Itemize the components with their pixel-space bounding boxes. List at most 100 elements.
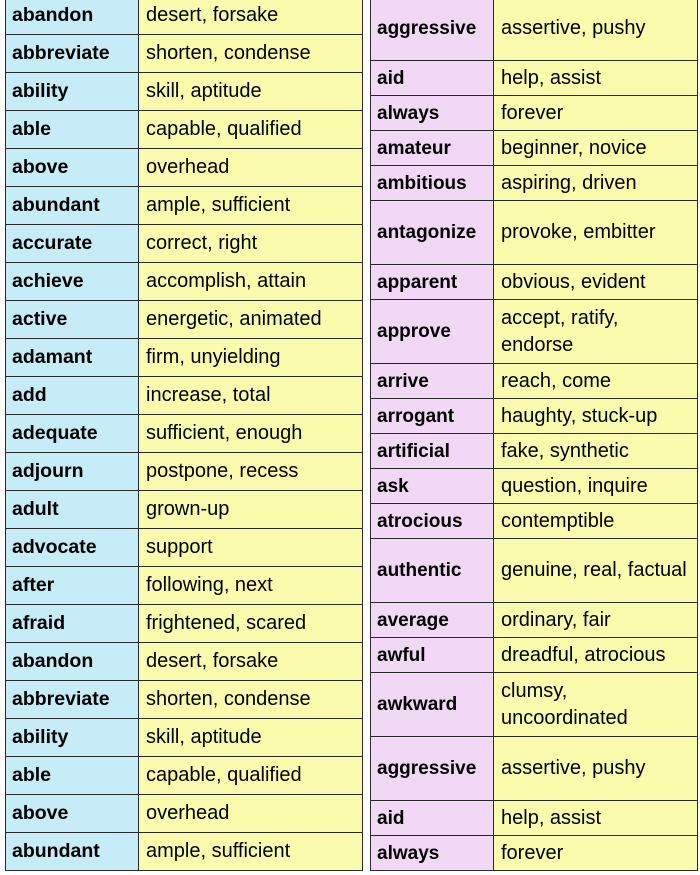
word-cell: arrive	[370, 363, 494, 399]
synonym-cell: ample, sufficient	[138, 186, 363, 225]
table-row: add increase, total	[5, 376, 363, 415]
word-cell: abundant	[5, 186, 139, 225]
table-row: awkward clumsy, uncoordinated	[370, 672, 698, 737]
table-row: above overhead	[5, 148, 363, 187]
synonym-cell: support	[138, 528, 363, 567]
synonym-cell: shorten, condense	[138, 34, 363, 73]
word-cell: abundant	[5, 832, 139, 871]
table-row: aid help, assist	[370, 60, 698, 96]
word-cell: always	[370, 835, 494, 871]
table-row: above overhead	[5, 794, 363, 833]
synonym-cell: overhead	[138, 148, 363, 187]
table-row: ability skill, aptitude	[5, 718, 363, 757]
table-row: ambitious aspiring, driven	[370, 165, 698, 201]
word-cell: average	[370, 602, 494, 638]
table-row: antagonize provoke, embitter	[370, 200, 698, 265]
table-row: atrocious contemptible	[370, 503, 698, 539]
synonym-cell: help, assist	[493, 60, 698, 96]
synonym-cell: forever	[493, 835, 698, 871]
table-row: afraid frightened, scared	[5, 604, 363, 643]
word-cell: always	[370, 95, 494, 131]
word-cell: aggressive	[370, 0, 494, 61]
word-cell: add	[5, 376, 139, 415]
word-cell: abandon	[5, 642, 139, 681]
synonym-cell: obvious, evident	[493, 264, 698, 300]
synonym-cell: skill, aptitude	[138, 72, 363, 111]
word-cell: abbreviate	[5, 34, 139, 73]
table-row: able capable, qualified	[5, 110, 363, 149]
synonym-cell: capable, qualified	[138, 110, 363, 149]
word-cell: abbreviate	[5, 680, 139, 719]
word-cell: aid	[370, 60, 494, 96]
table-row: achieve accomplish, attain	[5, 262, 363, 301]
synonym-cell: shorten, condense	[138, 680, 363, 719]
synonym-cell: firm, unyielding	[138, 338, 363, 377]
table-row: arrive reach, come	[370, 363, 698, 399]
synonym-cell: provoke, embitter	[493, 200, 698, 265]
right-synonym-table: aggressive assertive, pushy aid help, assi…	[370, 0, 698, 871]
synonym-cell: question, inquire	[493, 468, 698, 504]
word-cell: antagonize	[370, 200, 494, 265]
word-cell: abandon	[5, 0, 139, 35]
word-cell: approve	[370, 299, 494, 364]
table-row: adjourn postpone, recess	[5, 452, 363, 491]
synonym-cell: ordinary, fair	[493, 602, 698, 638]
table-row: always forever	[370, 95, 698, 131]
table-row: amateur beginner, novice	[370, 130, 698, 166]
synonym-cell: clumsy, uncoordinated	[493, 672, 698, 737]
table-row: able capable, qualified	[5, 756, 363, 795]
word-cell: afraid	[5, 604, 139, 643]
synonym-cell: contemptible	[493, 503, 698, 539]
table-row: adequate sufficient, enough	[5, 414, 363, 453]
synonym-cell: dreadful, atrocious	[493, 637, 698, 673]
word-cell: advocate	[5, 528, 139, 567]
word-cell: after	[5, 566, 139, 605]
table-row: abundant ample, sufficient	[5, 186, 363, 225]
synonym-cell: increase, total	[138, 376, 363, 415]
table-row: aggressive assertive, pushy	[370, 0, 698, 61]
word-cell: above	[5, 148, 139, 187]
synonym-cell: forever	[493, 95, 698, 131]
synonym-cell: skill, aptitude	[138, 718, 363, 757]
word-cell: ask	[370, 468, 494, 504]
synonym-cell: frightened, scared	[138, 604, 363, 643]
synonym-cell: following, next	[138, 566, 363, 605]
table-row: always forever	[370, 835, 698, 871]
table-row: authentic genuine, real, factual	[370, 538, 698, 603]
word-cell: adjourn	[5, 452, 139, 491]
table-row: ability skill, aptitude	[5, 72, 363, 111]
table-row: abundant ample, sufficient	[5, 832, 363, 871]
synonym-cell: reach, come	[493, 363, 698, 399]
synonym-cell: sufficient, enough	[138, 414, 363, 453]
word-cell: apparent	[370, 264, 494, 300]
word-cell: adult	[5, 490, 139, 529]
table-row: apparent obvious, evident	[370, 264, 698, 300]
synonym-cell: desert, forsake	[138, 642, 363, 681]
table-row: after following, next	[5, 566, 363, 605]
table-row: aid help, assist	[370, 800, 698, 836]
table-row: abandon desert, forsake	[5, 0, 363, 35]
word-cell: above	[5, 794, 139, 833]
synonym-cell: beginner, novice	[493, 130, 698, 166]
synonym-cell: overhead	[138, 794, 363, 833]
word-cell: ability	[5, 72, 139, 111]
word-cell: ability	[5, 718, 139, 757]
table-row: awful dreadful, atrocious	[370, 637, 698, 673]
synonym-cell: capable, qualified	[138, 756, 363, 795]
synonym-cell: accomplish, attain	[138, 262, 363, 301]
table-row: adamant firm, unyielding	[5, 338, 363, 377]
word-cell: awkward	[370, 672, 494, 737]
table-row: abandon desert, forsake	[5, 642, 363, 681]
word-cell: authentic	[370, 538, 494, 603]
table-row: arrogant haughty, stuck-up	[370, 398, 698, 434]
table-row: average ordinary, fair	[370, 602, 698, 638]
table-row: abbreviate shorten, condense	[5, 680, 363, 719]
word-cell: ambitious	[370, 165, 494, 201]
word-cell: awful	[370, 637, 494, 673]
table-row: adult grown-up	[5, 490, 363, 529]
word-cell: amateur	[370, 130, 494, 166]
word-cell: adamant	[5, 338, 139, 377]
synonym-cell: correct, right	[138, 224, 363, 263]
table-row: aggressive assertive, pushy	[370, 736, 698, 801]
table-row: artificial fake, synthetic	[370, 433, 698, 469]
